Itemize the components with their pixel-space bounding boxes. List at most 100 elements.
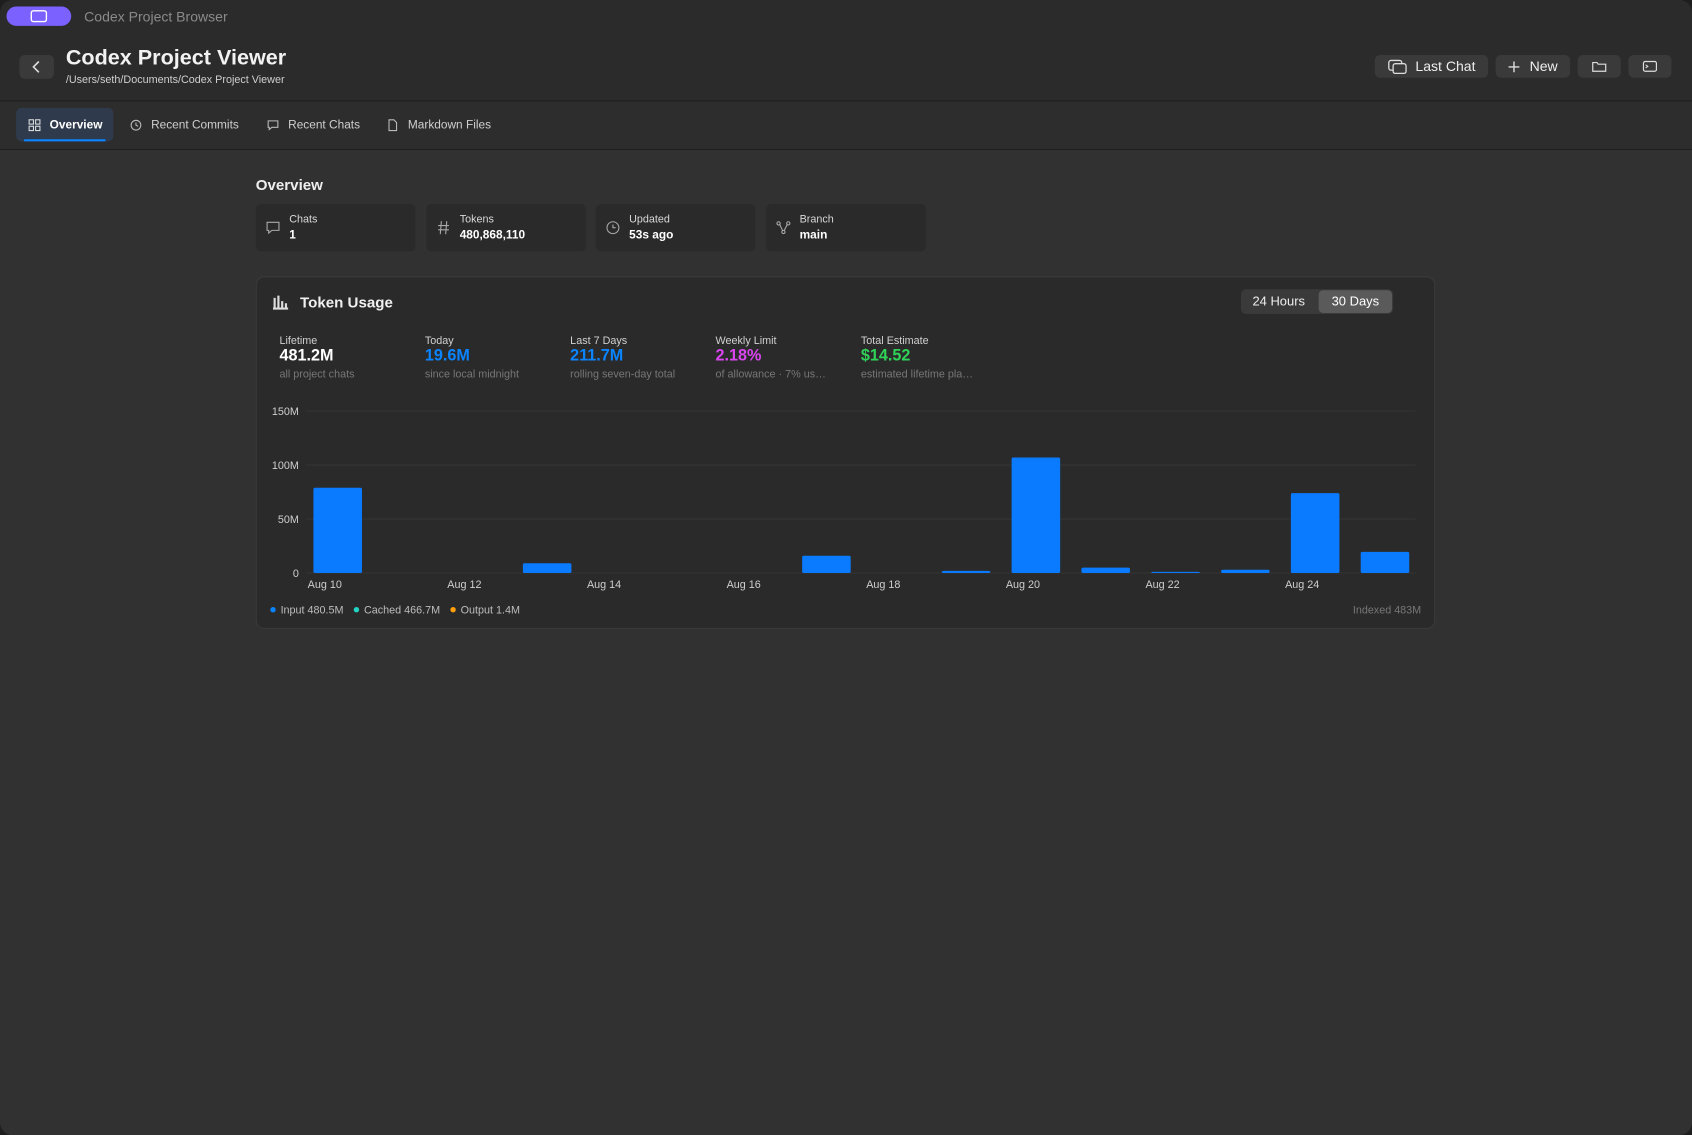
plus-icon xyxy=(1509,60,1520,72)
bar xyxy=(941,570,991,574)
tab[interactable]: Recent Chats xyxy=(267,108,361,141)
legend-label: Cached 466.7M xyxy=(364,604,440,616)
bar xyxy=(522,563,572,574)
bar xyxy=(1151,571,1200,574)
x-tick-label: Aug 24 xyxy=(1285,579,1319,591)
stat-label: Branch xyxy=(799,213,834,226)
metric-label: Last 7 Days xyxy=(570,335,628,348)
stat-icon xyxy=(266,221,280,235)
legend-label: Output 1.4M xyxy=(461,604,520,616)
range-selected-bg xyxy=(1318,290,1393,313)
app-icon xyxy=(30,10,48,23)
y-tick-label: 0 xyxy=(293,568,299,580)
metric-value: 19.6M xyxy=(424,346,470,365)
terminal-icon xyxy=(1642,60,1658,72)
legend-dot xyxy=(353,606,360,613)
tab-label: Recent Commits xyxy=(151,118,239,132)
stat-label: Chats xyxy=(289,213,318,226)
bar xyxy=(1360,551,1410,574)
x-tick-label: Aug 22 xyxy=(1145,579,1179,591)
back-button[interactable] xyxy=(19,55,54,79)
tab[interactable]: Overview xyxy=(28,108,102,141)
last-chat-button[interactable]: Last Chat xyxy=(1374,55,1489,78)
app-pill[interactable] xyxy=(6,6,72,26)
tab[interactable]: Markdown Files xyxy=(386,108,491,141)
section-title: Overview xyxy=(255,175,323,194)
y-tick-label: 50M xyxy=(278,514,299,526)
metric-note: of allowance · 7% us… xyxy=(715,369,826,381)
button-label: New xyxy=(1529,58,1558,75)
bar xyxy=(1221,569,1270,574)
legend-dot xyxy=(450,606,456,613)
stat-icon xyxy=(776,221,791,235)
metric-value: 2.18% xyxy=(715,346,762,365)
bar xyxy=(802,555,851,574)
x-tick-label: Aug 10 xyxy=(308,579,342,591)
stat-icon xyxy=(438,221,449,235)
stat-label: Updated xyxy=(629,213,670,226)
chart: 0 50M 100M 150M Aug 10 Aug 12 Aug 14 Aug 16 Aug … xyxy=(270,406,1421,616)
stat-value: main xyxy=(799,228,828,242)
x-tick-label: Aug 18 xyxy=(866,579,900,591)
metric-note: since local midnight xyxy=(424,369,519,381)
x-tick-label: Aug 16 xyxy=(727,579,761,591)
legend-label: Input 480.5M xyxy=(281,604,344,616)
bar xyxy=(1011,457,1061,574)
x-tick-label: Aug 12 xyxy=(447,579,481,591)
stat-card: Chats 1 xyxy=(255,203,416,252)
stat-label: Tokens xyxy=(459,213,494,226)
panel-title: Token Usage xyxy=(299,293,393,311)
new-button[interactable]: New xyxy=(1495,55,1571,78)
active-tab-bg xyxy=(16,107,114,142)
stat-value: 53s ago xyxy=(629,228,674,242)
range-option[interactable]: 24 Hours xyxy=(1252,293,1306,309)
metric-value: 211.7M xyxy=(570,346,624,365)
tab-icon xyxy=(130,119,142,131)
project-title: Codex Project Viewer xyxy=(65,46,287,71)
stat-value: 1 xyxy=(289,228,296,242)
chat-icon xyxy=(1387,59,1407,74)
metric-label: Lifetime xyxy=(279,335,318,348)
metric-value: 481.2M xyxy=(279,346,334,365)
folder-icon xyxy=(1592,61,1607,72)
tab[interactable]: Recent Commits xyxy=(129,108,239,141)
metric-note: rolling seven-day total xyxy=(570,369,676,381)
bar xyxy=(1081,567,1130,574)
metric-label: Today xyxy=(424,335,454,348)
x-tick-label: Aug 14 xyxy=(587,579,621,591)
tab-label: Markdown Files xyxy=(407,118,492,132)
panel-footer: Indexed 483M xyxy=(1353,604,1421,616)
window-title: Codex Project Browser xyxy=(84,8,228,25)
tab-icon xyxy=(388,118,398,131)
tab-icon xyxy=(267,119,279,131)
tab-bar xyxy=(0,101,1692,150)
metric-label: Weekly Limit xyxy=(715,335,777,348)
stat-card: Branch main xyxy=(766,203,926,252)
stat-value: 480,868,110 xyxy=(459,228,526,242)
bar xyxy=(1290,493,1340,574)
stat-card: Updated 53s ago xyxy=(595,203,756,252)
terminal-button[interactable] xyxy=(1628,55,1672,78)
bar xyxy=(313,487,362,574)
tab-label: Recent Chats xyxy=(288,118,361,132)
tab-label: Overview xyxy=(49,118,103,132)
folder-button[interactable] xyxy=(1577,55,1621,78)
x-tick-label: Aug 20 xyxy=(1006,579,1040,591)
range-option[interactable]: 30 Days xyxy=(1331,293,1380,309)
chart-icon xyxy=(273,295,289,310)
metric-note: estimated lifetime pla… xyxy=(860,369,974,381)
button-label: Last Chat xyxy=(1415,58,1476,75)
stat-icon xyxy=(606,221,620,235)
metric-value: $14.52 xyxy=(860,346,911,365)
y-tick-label: 100M xyxy=(272,460,299,472)
y-tick-label: 150M xyxy=(272,406,299,418)
title-bar xyxy=(0,0,1692,33)
back-icon xyxy=(32,60,40,73)
legend-dot xyxy=(270,606,276,613)
stat-card: Tokens 480,868,110 xyxy=(426,203,586,252)
project-path: /Users/seth/Documents/Codex Project View… xyxy=(65,74,285,87)
active-tab-indicator xyxy=(23,139,106,142)
tab-icon xyxy=(28,118,41,131)
